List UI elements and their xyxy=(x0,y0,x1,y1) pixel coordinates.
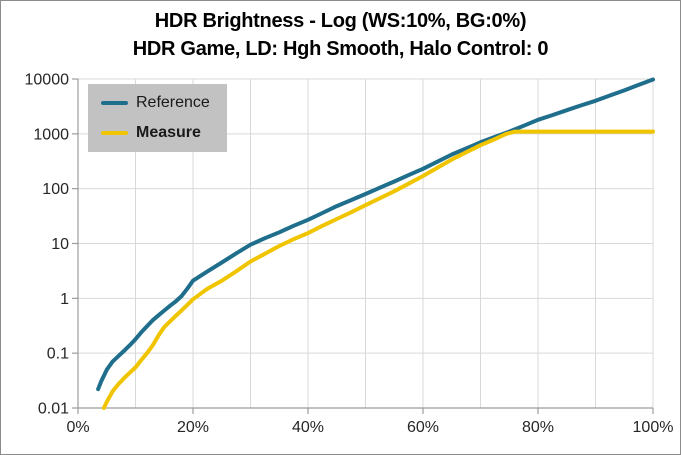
legend-label-reference: Reference xyxy=(136,94,210,111)
y-axis-tick-label: 1 xyxy=(60,291,69,308)
y-axis-tick-label: 0.1 xyxy=(47,346,69,363)
reference-line-swatch xyxy=(101,101,128,105)
legend-item-reference: Reference xyxy=(101,94,227,112)
y-axis-tick-label: 10 xyxy=(51,236,69,253)
y-axis-tick-label: 0.01 xyxy=(38,401,69,418)
x-axis-tick-label: 40% xyxy=(292,419,324,436)
chart-title-block: HDR Brightness - Log (WS:10%, BG:0%) HDR… xyxy=(1,7,680,63)
y-axis-tick-label: 10000 xyxy=(25,72,70,89)
chart-subtitle: HDR Game, LD: Hgh Smooth, Halo Control: … xyxy=(132,38,549,60)
legend-label-measure: Measure xyxy=(136,124,201,141)
x-axis-tick-label: 100% xyxy=(633,419,674,436)
y-axis-tick-label: 1000 xyxy=(33,126,69,143)
legend-item-measure: Measure xyxy=(101,124,227,142)
x-axis-tick-label: 0% xyxy=(66,419,89,436)
y-axis-tick-label: 100 xyxy=(42,181,69,198)
x-axis-tick-label: 80% xyxy=(522,419,554,436)
measure-line-swatch xyxy=(101,131,128,135)
reference-series-line xyxy=(96,77,655,392)
x-axis-tick-label: 60% xyxy=(407,419,439,436)
x-axis-tick-label: 20% xyxy=(177,419,209,436)
measure-series-line xyxy=(101,129,655,410)
legend-box: Reference Measure xyxy=(88,84,227,152)
chart-title: HDR Brightness - Log (WS:10%, BG:0%) xyxy=(154,10,527,32)
